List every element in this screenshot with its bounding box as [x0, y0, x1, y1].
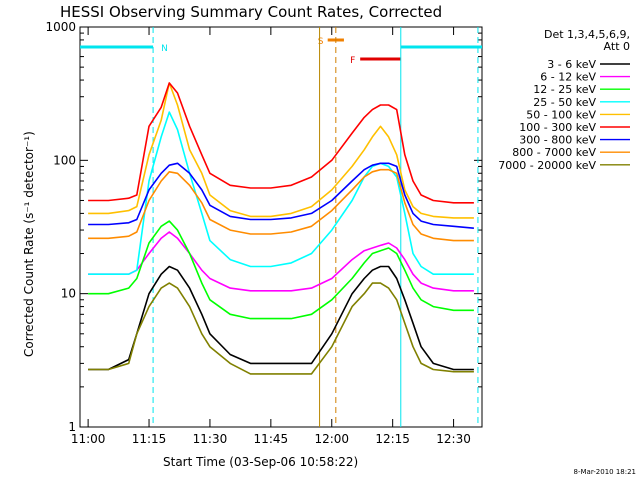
- legend-entry-label: 300 - 800 keV: [519, 134, 596, 147]
- series-line-6-12-kev: [88, 231, 474, 292]
- legend-entry-label: 6 - 12 keV: [540, 71, 596, 84]
- series-line-100-300-kev: [88, 82, 474, 204]
- legend-header-line-2: Att 0: [604, 40, 630, 53]
- legend-entry-label: 7000 - 20000 keV: [498, 159, 596, 172]
- x-tick-label: 11:45: [254, 432, 289, 446]
- plot-frame: [79, 26, 483, 428]
- x-tick-labels: 11:00 11:15 11:30 11:45 12:00 12:15 12:30: [71, 432, 471, 446]
- legend-entry-label: 3 - 6 keV: [547, 58, 596, 71]
- flag-label-n: N: [161, 44, 168, 54]
- chart-title: HESSI Observing Summary Count Rates, Cor…: [60, 3, 442, 21]
- legend-entry-label: 25 - 50 keV: [533, 96, 596, 109]
- series-line-800-7000-kev: [88, 168, 474, 242]
- event-vertical-lines: [152, 27, 479, 427]
- series-line-7000-20000-kev: [88, 282, 474, 375]
- legend-entry-label: 12 - 25 keV: [533, 83, 596, 96]
- x-tick-label: 12:00: [314, 432, 349, 446]
- y-tick-label: 10: [61, 287, 76, 301]
- y-tick-label: 100: [53, 153, 76, 167]
- series-lines: [88, 82, 474, 375]
- legend-entry-label: 100 - 300 keV: [519, 121, 596, 134]
- state-flag-bars: N S F: [80, 37, 482, 66]
- series-line-300-800-kev: [88, 162, 474, 229]
- footer-date: 8-Mar-2010 18:21: [574, 468, 636, 476]
- flag-label-f: F: [350, 56, 355, 66]
- axis-ticks: [80, 26, 482, 428]
- x-tick-label: 11:30: [193, 432, 228, 446]
- x-tick-label: 11:15: [132, 432, 167, 446]
- x-tick-label: 12:30: [436, 432, 471, 446]
- legend-entry-label: 50 - 100 keV: [526, 108, 596, 121]
- y-tick-labels: 1 10 100 1000: [45, 20, 76, 434]
- series-line-12-25-kev: [88, 220, 474, 320]
- legend-entry-label: 800 - 7000 keV: [512, 146, 596, 159]
- x-tick-label: 11:00: [71, 432, 106, 446]
- x-tick-label: 12:15: [375, 432, 410, 446]
- series-line-50-100-kev: [88, 82, 474, 219]
- y-tick-label: 1000: [45, 20, 76, 34]
- legend-header-line-1: Det 1,3,4,5,6,9,: [544, 28, 630, 41]
- y-axis-label: Corrected Count Rate (s⁻¹ detector⁻¹): [22, 131, 36, 357]
- series-line-3-6-kev: [88, 265, 474, 371]
- y-tick-label: 1: [68, 420, 76, 434]
- x-axis-label: Start Time (03-Sep-06 10:58:22): [163, 455, 358, 469]
- flag-label-s: S: [318, 37, 324, 47]
- series-line-25-50-kev: [88, 111, 474, 276]
